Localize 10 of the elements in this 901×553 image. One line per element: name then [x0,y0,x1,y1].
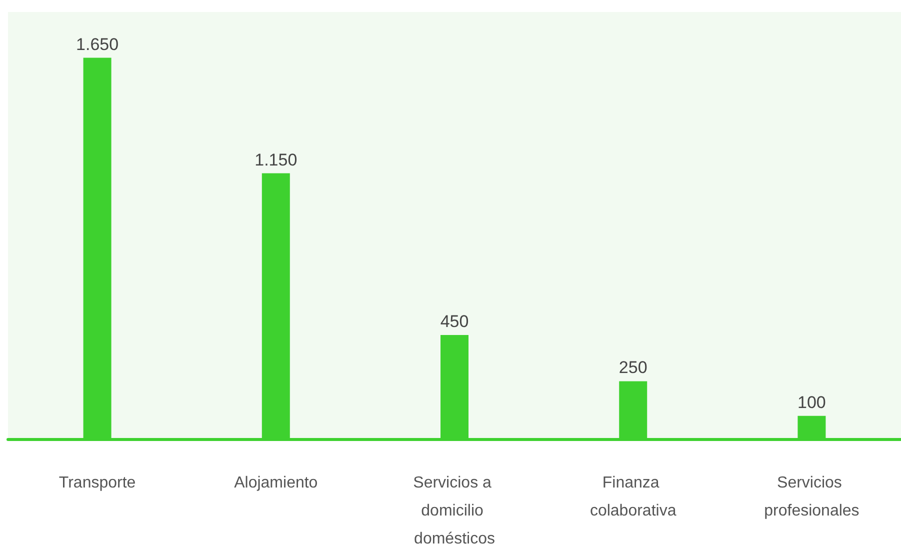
data-label: 1.650 [76,34,119,54]
x-tick-label: Finanza colaborativa [590,474,676,520]
data-label: 450 [440,312,469,332]
x-tick-label: Servicios profesionales [764,474,860,520]
data-label: 100 [798,392,826,412]
data-label: 1.150 [254,150,298,170]
x-tick-label: Servicios a domicilio domésticos [413,474,496,548]
data-label: 250 [618,358,648,378]
x-tick-label: Alojamiento [234,474,318,492]
x-tick-label: Transporte [58,474,136,492]
